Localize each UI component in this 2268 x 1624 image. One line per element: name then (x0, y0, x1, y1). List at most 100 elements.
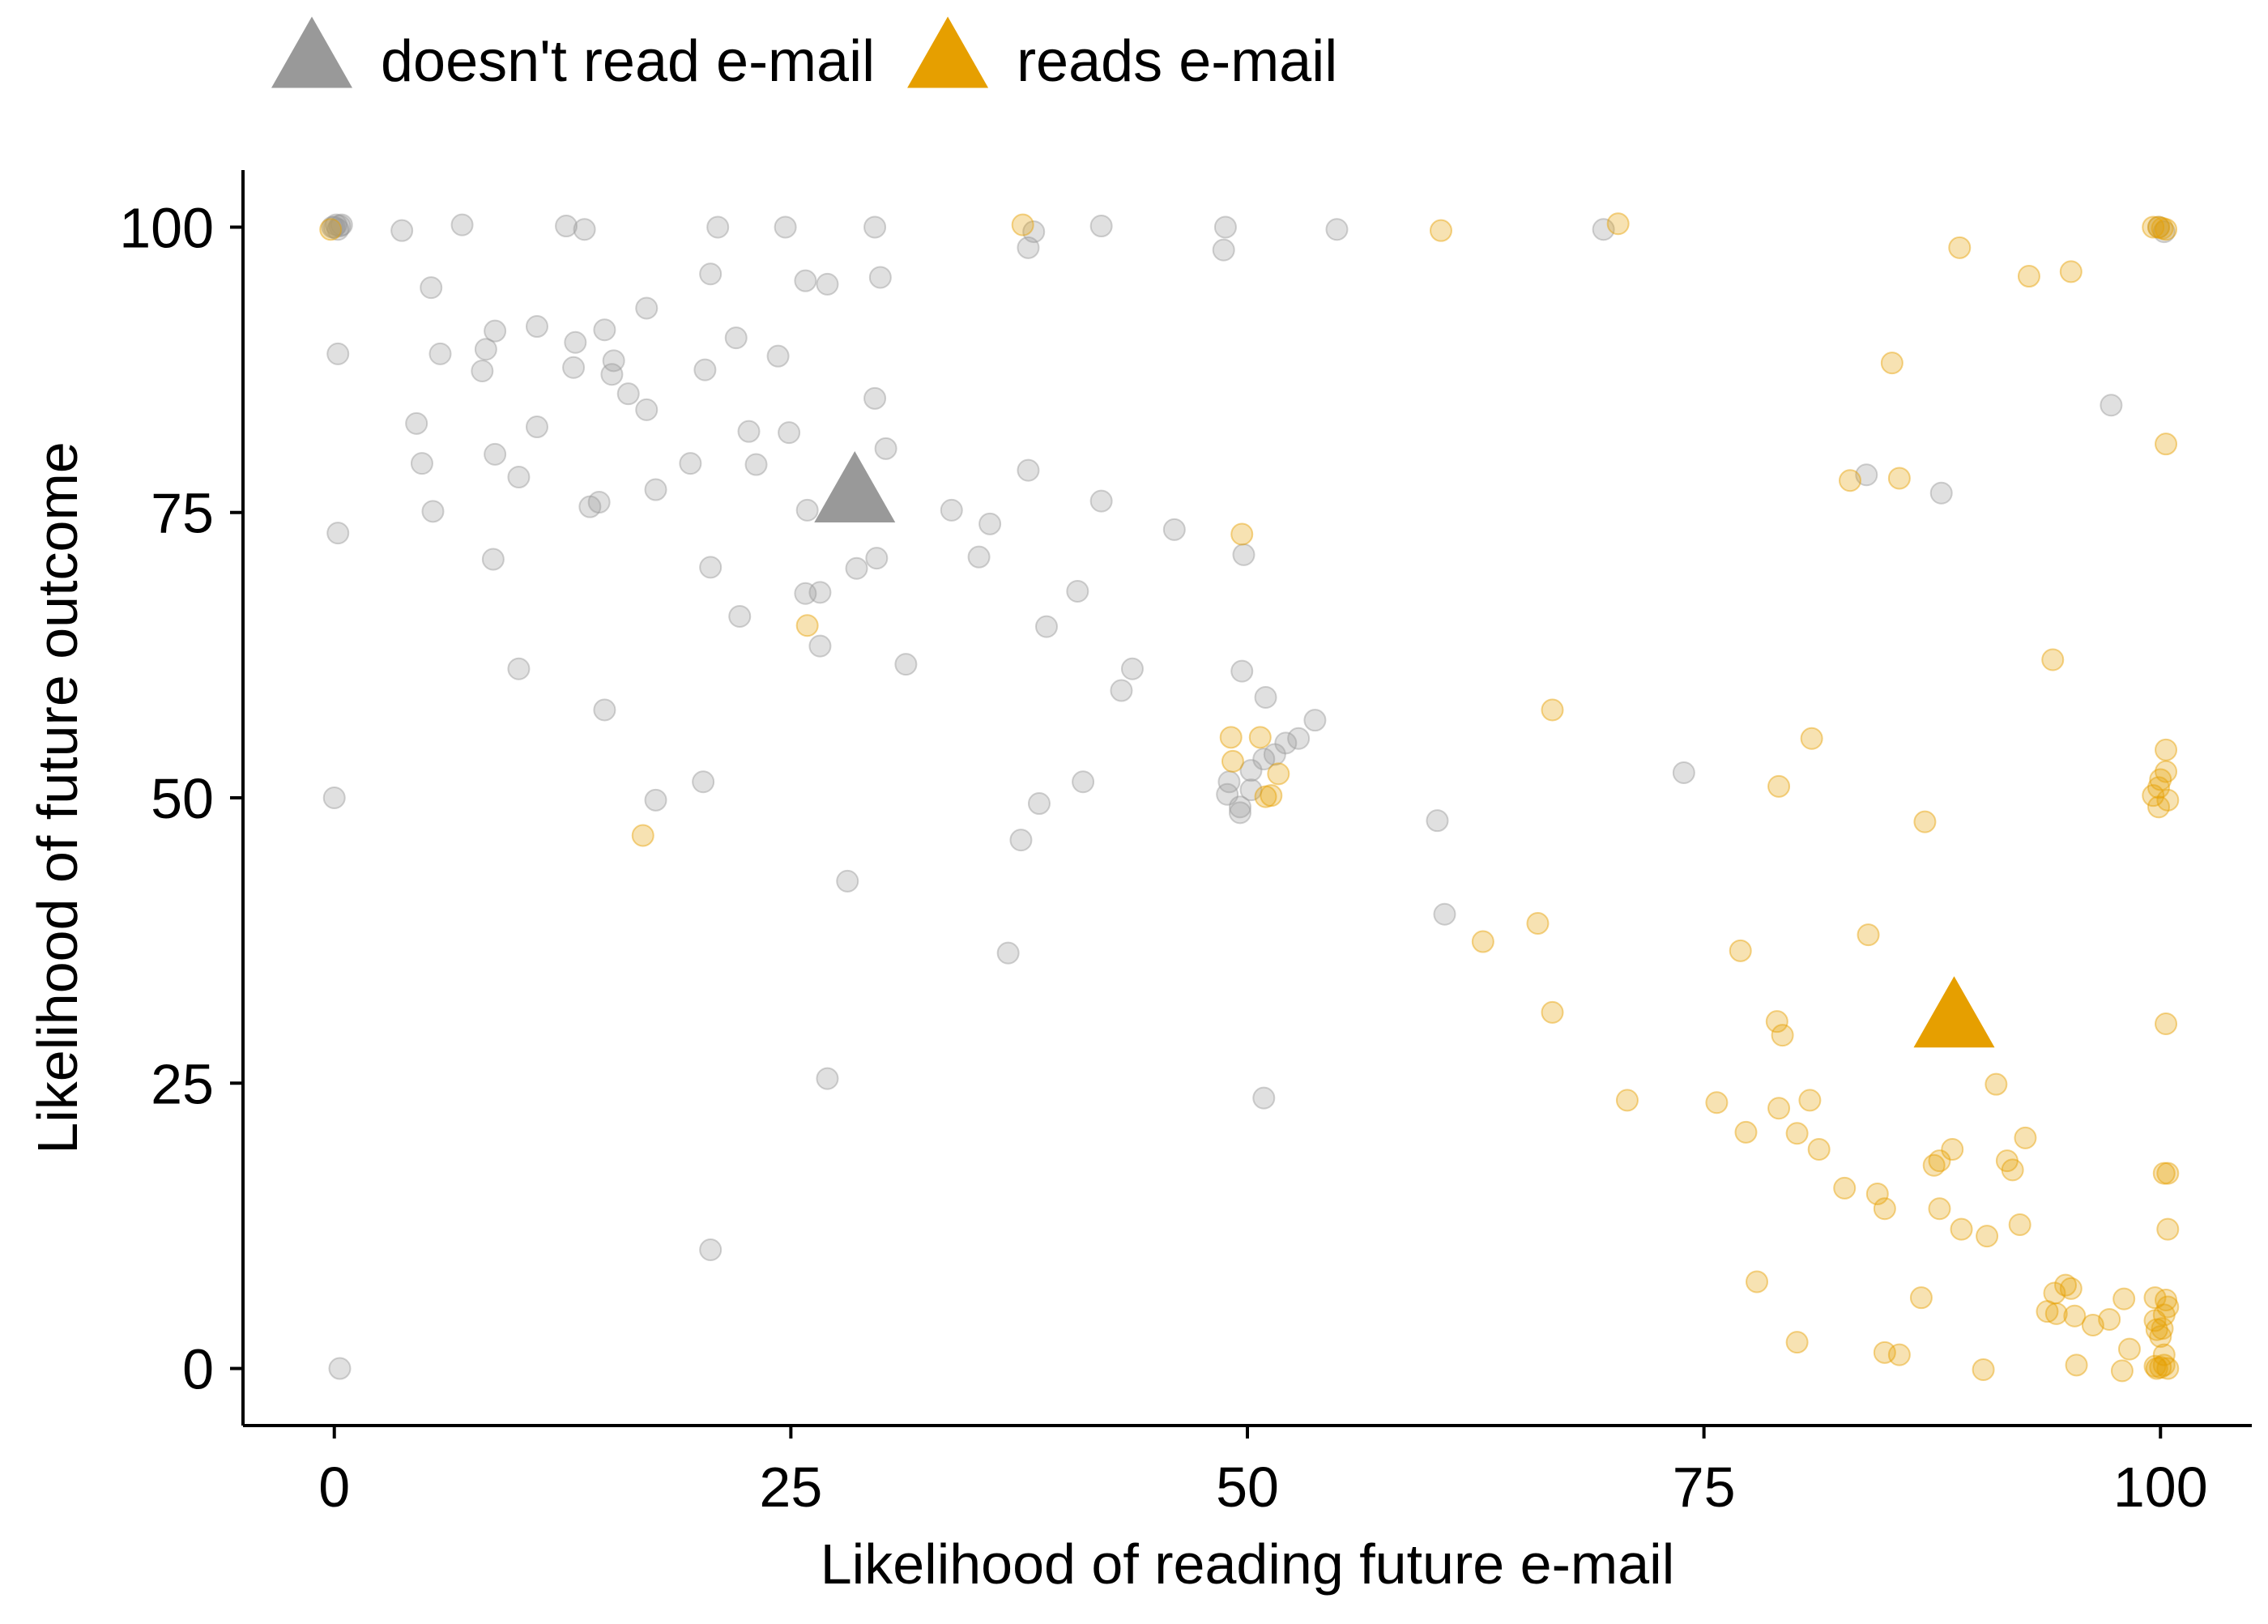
data-point (1035, 615, 1058, 638)
data-point (319, 218, 343, 241)
data-point (2155, 1289, 2178, 1311)
data-point (450, 213, 474, 237)
data-point (2152, 1343, 2176, 1366)
data-point (1913, 810, 1937, 833)
axes (230, 170, 2252, 1439)
data-point (2044, 1302, 2068, 1325)
data-point (474, 338, 497, 361)
data-point (1985, 1072, 2008, 1096)
data-point (2152, 1353, 2176, 1377)
data-point (2151, 216, 2174, 240)
data-point (2014, 1126, 2037, 1149)
data-point (1873, 1341, 1896, 1364)
data-point (644, 478, 667, 501)
data-point (1325, 218, 1349, 241)
data-point (699, 1238, 723, 1261)
y-tick-label: 25 (151, 1052, 214, 1115)
data-point (795, 614, 819, 637)
data-point (693, 358, 717, 381)
data-point (679, 452, 702, 475)
data-point (1274, 731, 1298, 755)
data-point (616, 382, 640, 406)
data-point (1248, 726, 1272, 749)
data-point (1232, 543, 1256, 566)
data-point (587, 491, 611, 514)
data-point (1941, 1138, 1964, 1161)
data-point (978, 512, 1002, 535)
data-point (1606, 212, 1630, 236)
data-point (1972, 1358, 1995, 1381)
data-point (1833, 1176, 1857, 1200)
data-point (2143, 1286, 2167, 1310)
data-point (795, 498, 819, 522)
data-point (593, 698, 616, 722)
data-point (836, 869, 859, 893)
data-point (692, 770, 715, 794)
data-point (2149, 768, 2172, 791)
data-point (2059, 1277, 2083, 1300)
data-point (405, 411, 428, 435)
legend-triangle-icon (271, 16, 352, 88)
data-point (1027, 792, 1051, 816)
data-point (1089, 489, 1113, 513)
data-point (724, 326, 748, 350)
data-point (324, 213, 347, 237)
data-point (2081, 1314, 2104, 1336)
data-point (737, 420, 761, 443)
data-point (967, 545, 991, 569)
data-point (1009, 829, 1033, 852)
data-point (2142, 784, 2165, 808)
data-point (2041, 648, 2065, 671)
data-point (2155, 760, 2178, 783)
data-point (894, 653, 918, 676)
data-point (578, 495, 602, 518)
data-point (1252, 748, 1276, 771)
data-point (1066, 579, 1089, 603)
data-point (2098, 1307, 2121, 1331)
data-point (766, 344, 790, 368)
data-point (1263, 743, 1286, 766)
data-point (507, 466, 531, 489)
data-point (1239, 759, 1263, 782)
data-point (2151, 1317, 2174, 1341)
data-point (778, 421, 801, 445)
data-point (2156, 788, 2180, 812)
data-point (1950, 1217, 1973, 1241)
data-point (699, 556, 723, 579)
data-point (593, 318, 616, 342)
data-point (1705, 1091, 1729, 1115)
data-point (525, 315, 548, 339)
data-point (602, 349, 625, 373)
data-point (2001, 1158, 2024, 1182)
data-point (1887, 467, 1911, 490)
data-point (1216, 782, 1239, 806)
data-point (2145, 1357, 2168, 1380)
x-tick-label: 50 (1216, 1456, 1279, 1519)
data-point (1471, 930, 1494, 953)
x-tick-label: 75 (1673, 1456, 1736, 1519)
data-point (2143, 1309, 2167, 1332)
data-point (2059, 260, 2083, 283)
data-point (1672, 761, 1695, 784)
data-point (868, 266, 892, 289)
data-point (484, 319, 507, 343)
data-point (1615, 1089, 1639, 1112)
legend-item-reads-e-mail: reads e-mail (907, 16, 1337, 94)
data-point (562, 356, 586, 379)
data-point (2147, 795, 2171, 819)
data-point (1767, 774, 1791, 798)
data-point (2149, 1325, 2172, 1349)
series-doesn-t-read-e-mail (321, 213, 2176, 1380)
data-point (699, 262, 723, 286)
data-point (2156, 1217, 2180, 1241)
data-point (1798, 1089, 1822, 1112)
data-point (1880, 352, 1904, 375)
data-point (1771, 1024, 1794, 1047)
data-point (635, 398, 659, 421)
data-point (1429, 219, 1452, 242)
data-point (1800, 727, 1823, 750)
legend-item-doesn-t-read-e-mail: doesn't read e-mail (271, 16, 875, 94)
data-point (428, 342, 452, 365)
data-point (1254, 686, 1277, 709)
data-point (390, 219, 414, 242)
